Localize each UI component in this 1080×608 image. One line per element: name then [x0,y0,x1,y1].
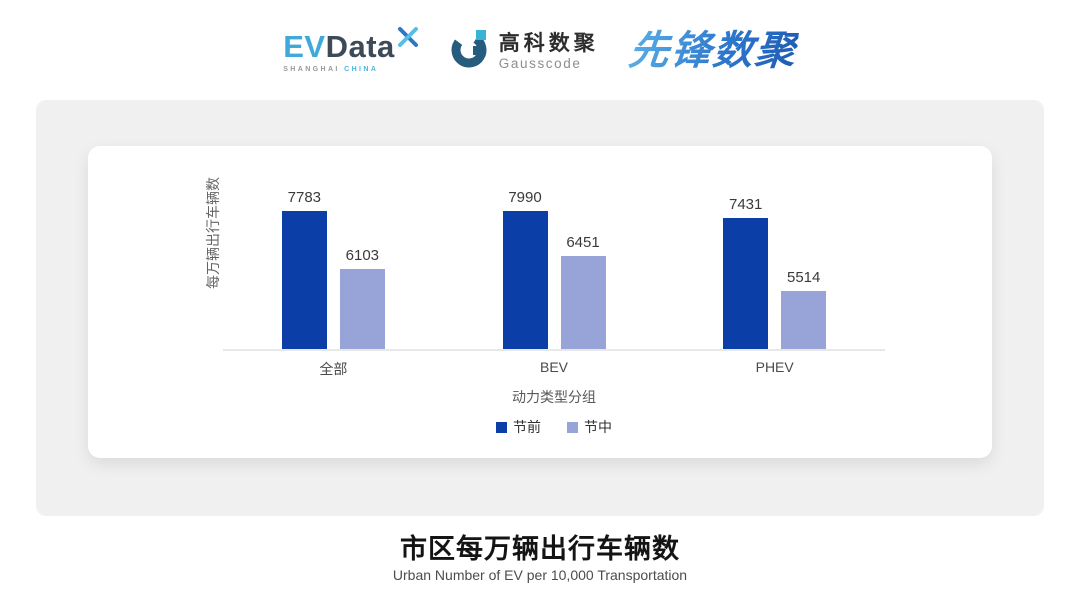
page-subtitle: Urban Number of EV per 10,000 Transporta… [392,567,688,583]
bar-column: 7783 [281,189,327,349]
legend-item: 节前 [496,417,541,437]
chart-legend: 节前 节中 [223,417,885,437]
bar-value-label: 7783 [287,189,322,206]
y-axis-label: 每万辆出行车辆数 [205,177,221,289]
category-label: PHEV [755,359,794,375]
evdata-x-mark-icon [396,25,420,54]
bar-group: 7431 5514 [664,191,885,349]
evdata-logo: EV Data SHANGHAI CHINA [283,27,420,73]
bar [781,291,827,349]
bar [502,211,548,349]
chart-card: 每万辆出行车辆数 7783 6103 7990 6451 7431 5514 全部 BEV P… [88,146,992,458]
evdata-logo-subtext: SHANGHAI CHINA [283,66,379,73]
x-axis-category-labels: 全部 BEV PHEV [223,359,885,379]
legend-swatch-icon [567,421,578,433]
legend-item: 节中 [567,417,612,437]
bar-value-label: 5514 [786,269,821,286]
legend-label: 节中 [584,419,612,435]
bar [339,269,385,349]
bar-value-label: 7431 [728,196,763,213]
category-label: 全部 [319,361,348,377]
logo-header: EV Data SHANGHAI CHINA 高科数聚 Gausscode [0,0,1080,96]
page-title: 市区每万辆出行车辆数 [400,534,680,564]
bar-column: 7990 [502,189,548,349]
bar-group: 7783 6103 [223,189,444,349]
x-axis-label: 动力类型分组 [512,389,596,405]
bar-chart-plot-area: 7783 6103 7990 6451 7431 5514 [223,189,885,351]
gausscode-g-icon [450,28,490,75]
category-label: BEV [540,359,569,375]
xianfeng-shuju-logo: 先锋数聚 [626,29,800,73]
bar-group: 7990 6451 [444,189,665,349]
gausscode-cn-text: 高科数聚 [498,31,599,55]
bar-column: 6451 [560,189,606,349]
gausscode-en-text: Gausscode [498,55,582,71]
bar-column: 5514 [781,189,827,349]
legend-swatch-icon [496,421,507,433]
gausscode-logo: 高科数聚 Gausscode [450,28,599,75]
bar-value-label: 6451 [566,234,600,251]
bar-value-label: 7990 [508,189,542,206]
evdata-logo-data-text: Data [325,29,395,64]
bar [281,211,327,349]
chart-panel: 每万辆出行车辆数 7783 6103 7990 6451 7431 5514 全部 BEV P… [36,100,1044,516]
bar-column: 6103 [339,189,385,349]
bar [723,218,769,349]
bar-value-label: 6103 [345,247,380,264]
legend-label: 节前 [513,419,541,435]
evdata-logo-ev-text: EV [283,29,326,64]
bar [560,256,606,349]
bar-column: 7431 [723,189,769,349]
